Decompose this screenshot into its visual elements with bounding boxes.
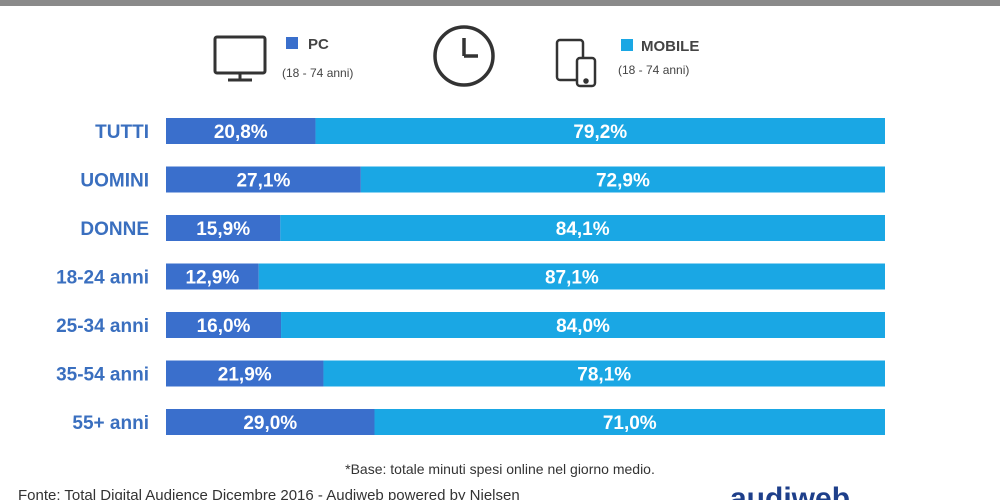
data-label-pc: 15,9% xyxy=(196,219,250,240)
legend-swatch-pc xyxy=(286,37,298,49)
category-label: 18-24 anni xyxy=(56,268,149,289)
monitor-icon xyxy=(213,35,267,82)
data-label-pc: 12,9% xyxy=(185,268,239,289)
data-label-pc: 29,0% xyxy=(243,413,297,434)
bar-pc xyxy=(166,215,281,241)
bar-pc xyxy=(166,409,375,435)
data-label-mobile: 87,1% xyxy=(545,268,599,289)
category-label: 55+ anni xyxy=(72,413,149,434)
bar-pc xyxy=(166,118,316,144)
bar-row: 35-54 anni 21,9% 78,1% xyxy=(56,360,885,387)
data-label-pc: 21,9% xyxy=(218,365,272,386)
bar-pc xyxy=(166,263,259,290)
data-label-pc: 20,8% xyxy=(214,122,268,143)
data-label-pc: 16,0% xyxy=(197,316,251,337)
data-label-mobile: 79,2% xyxy=(573,122,627,143)
bar-mobile xyxy=(374,409,885,435)
bar-row: 18-24 anni 12,9% 87,1% xyxy=(56,263,886,290)
bar-mobile xyxy=(360,166,885,193)
data-label-mobile: 71,0% xyxy=(603,413,657,434)
tablet-phone-icon xyxy=(555,38,597,88)
bar-mobile xyxy=(315,118,885,144)
legend-sub-pc: (18 - 74 anni) xyxy=(282,66,353,80)
data-label-pc: 27,1% xyxy=(236,171,290,192)
bar-row: TUTTI 20,8% 79,2% xyxy=(95,118,885,144)
category-label: DONNE xyxy=(80,219,149,240)
bar-row: DONNE 15,9% 84,1% xyxy=(80,215,885,241)
footnote: *Base: totale minuti spesi online nel gi… xyxy=(345,461,655,477)
bar-mobile xyxy=(258,263,886,290)
category-label: 35-54 anni xyxy=(56,365,149,386)
source-note: Fonte: Total Digital Audience Dicembre 2… xyxy=(18,487,520,500)
data-label-mobile: 84,0% xyxy=(556,316,610,337)
bar-row: 25-34 anni 16,0% 84,0% xyxy=(56,312,885,338)
data-label-mobile: 72,9% xyxy=(596,171,650,192)
bar-mobile xyxy=(281,312,885,338)
bar-mobile xyxy=(280,215,885,241)
legend-sub-mobile: (18 - 74 anni) xyxy=(618,63,689,77)
bar-mobile xyxy=(323,360,885,387)
audiweb-logo: audiweb xyxy=(730,482,850,500)
category-label: 25-34 anni xyxy=(56,316,149,337)
bar-pc xyxy=(166,312,282,338)
legend-swatch-mobile xyxy=(621,39,633,51)
legend-label-pc: PC xyxy=(308,36,329,53)
category-label: TUTTI xyxy=(95,122,149,143)
legend-label-mobile: MOBILE xyxy=(641,38,699,55)
clock-icon xyxy=(433,25,495,87)
bar-row: UOMINI 27,1% 72,9% xyxy=(80,166,885,193)
bar-pc xyxy=(166,360,324,387)
top-edge-strip xyxy=(0,0,1000,6)
category-label: UOMINI xyxy=(80,171,149,192)
bar-pc xyxy=(166,166,361,193)
bar-row: 55+ anni 29,0% 71,0% xyxy=(72,409,885,435)
data-label-mobile: 78,1% xyxy=(577,365,631,386)
data-label-mobile: 84,1% xyxy=(556,219,610,240)
